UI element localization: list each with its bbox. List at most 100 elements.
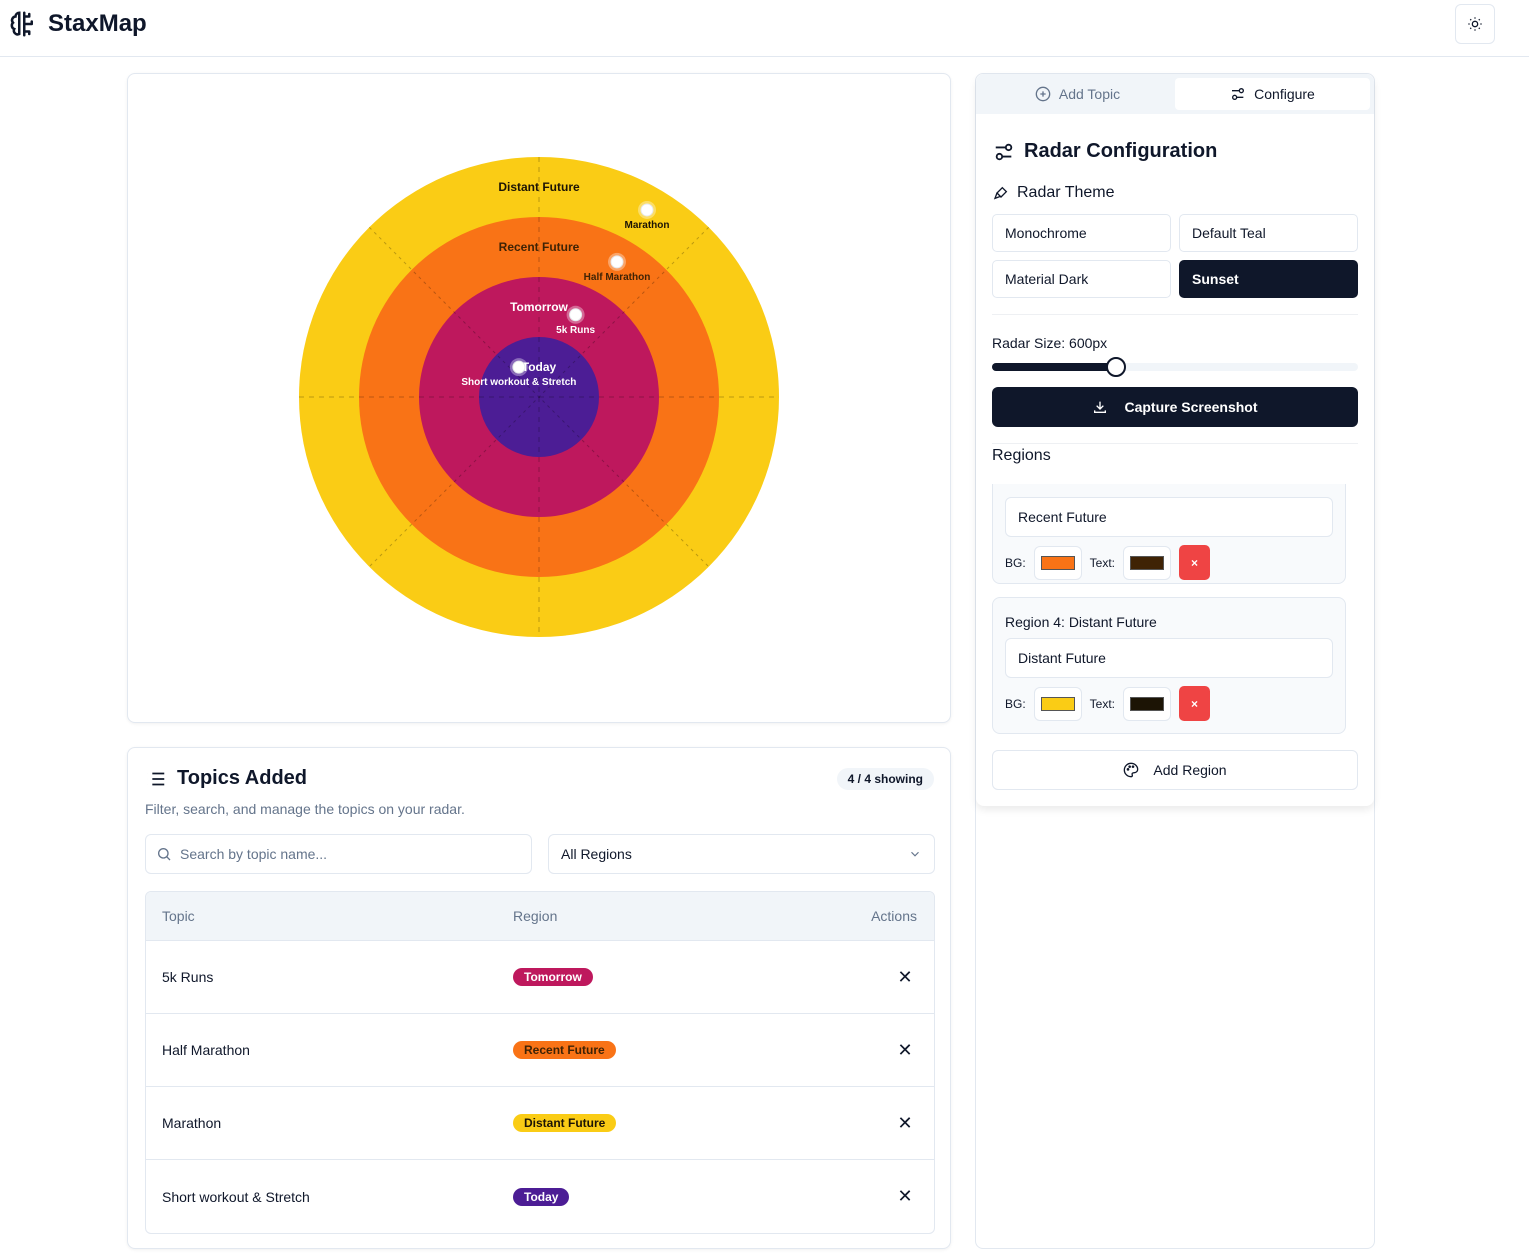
tab-add-topic-label: Add Topic [1058, 86, 1121, 102]
theme-option[interactable]: Default Teal [1179, 214, 1358, 252]
search-input[interactable] [180, 846, 510, 862]
region-card: Recent Future BG: Text: × [992, 484, 1346, 584]
side-panel: Add Topic Configure Radar Configuration … [975, 73, 1375, 1249]
region-card-header: Region 4: Distant Future [1005, 614, 1157, 630]
topic-point [512, 360, 526, 374]
radar-axis-line [368, 226, 710, 568]
radar-axis-line [368, 226, 710, 568]
topic-point-label: Half Marathon [584, 272, 651, 283]
add-region-label: Add Region [1153, 762, 1227, 778]
divider [992, 314, 1358, 315]
capture-label: Capture Screenshot [1124, 399, 1258, 415]
delete-region-button[interactable]: × [1179, 545, 1211, 580]
topic-point-label: 5k Runs [556, 325, 595, 336]
radar-region-label: Distant Future [498, 180, 580, 194]
radar-chart: Distant Future Recent Future Tomorrow Today… [299, 157, 779, 637]
topic-name: 5k Runs [162, 969, 214, 985]
theme-option[interactable]: Material Dark [992, 260, 1171, 298]
regions-list[interactable]: Recent Future BG: Text: × Region 4: Dist… [992, 484, 1352, 740]
remove-topic-button[interactable]: ✕ [897, 1039, 913, 1060]
panel-tabs: Add Topic Configure [976, 74, 1374, 114]
table-header: Topic Region Actions [146, 892, 934, 941]
region-filter-value: All Regions [561, 846, 632, 862]
theme-toggle-button[interactable] [1455, 4, 1495, 44]
tab-add-topic[interactable]: Add Topic [980, 78, 1175, 110]
region-badge: Tomorrow [513, 968, 593, 986]
region-badge: Today [513, 1187, 570, 1206]
app-header: StaxMap [0, 0, 1529, 57]
topic-name: Half Marathon [162, 1042, 250, 1058]
search-icon [158, 848, 171, 861]
topics-subtitle: Filter, search, and manage the topics on… [145, 801, 465, 817]
bg-color-picker[interactable] [1033, 545, 1082, 580]
capture-screenshot-button[interactable]: Capture Screenshot [992, 387, 1358, 427]
radar-ring-3 [479, 337, 599, 457]
showing-count-badge: 4 / 4 showing [836, 768, 934, 790]
topics-table: Topic Region Actions 5k Runs Tomorrow ✕ … [145, 891, 935, 1234]
chevron-down-icon [911, 851, 919, 857]
bg-label: BG: [1005, 555, 1026, 570]
text-label: Text: [1089, 696, 1116, 711]
radar-region-label: Today [522, 360, 557, 374]
config-title: Radar Configuration [993, 140, 1217, 163]
logo[interactable]: StaxMap [8, 9, 147, 39]
remove-topic-button[interactable]: ✕ [897, 1186, 913, 1206]
text-label: Text: [1089, 555, 1116, 570]
add-region-button[interactable]: Add Region [992, 750, 1358, 790]
column-topic: Topic [162, 908, 195, 924]
text-color-picker[interactable] [1123, 545, 1172, 580]
topic-point-label: Short workout & Stretch [461, 377, 576, 388]
theme-option[interactable]: Monochrome [992, 214, 1171, 252]
divider [992, 443, 1358, 444]
region-badge: Distant Future [513, 1114, 617, 1132]
brain-icon [10, 11, 33, 37]
sliders-icon [995, 143, 1013, 160]
remove-topic-button[interactable]: ✕ [897, 966, 913, 987]
region-filter-select[interactable]: All Regions [548, 834, 935, 874]
topics-title-text: Topics Added [177, 767, 307, 789]
sun-icon [1468, 17, 1482, 31]
topic-point-label: Marathon [625, 220, 670, 231]
plus-circle-icon [1035, 86, 1051, 102]
column-region: Region [513, 908, 558, 924]
topic-point [640, 203, 654, 217]
theme-option[interactable]: Sunset [1179, 260, 1358, 298]
search-field[interactable] [145, 834, 532, 874]
bg-color-picker[interactable] [1033, 686, 1082, 721]
radar-region-label: Tomorrow [510, 300, 568, 314]
table-row: Half Marathon Recent Future ✕ [146, 1014, 934, 1087]
tab-configure-label: Configure [1254, 86, 1315, 102]
topics-card: Topics Added 4 / 4 showing Filter, searc… [127, 747, 951, 1249]
list-icon [147, 772, 165, 785]
table-row: 5k Runs Tomorrow ✕ [146, 941, 934, 1014]
slider-thumb[interactable] [1106, 357, 1127, 377]
palette-icon [1124, 762, 1139, 778]
download-icon [1094, 401, 1107, 413]
config-title-text: Radar Configuration [1024, 140, 1218, 162]
theme-options: Monochrome Default Teal Material Dark Sunse… [992, 214, 1359, 298]
topic-name: Marathon [162, 1115, 222, 1131]
column-actions: Actions [871, 908, 917, 924]
slider-fill [992, 363, 1117, 371]
radar-size-label: Radar Size: 600px [992, 335, 1108, 351]
radar-region-label: Recent Future [499, 240, 580, 254]
region-badge: Recent Future [513, 1041, 616, 1059]
table-row: Marathon Distant Future ✕ [146, 1087, 934, 1160]
text-color-picker[interactable] [1123, 686, 1172, 721]
topic-point [569, 308, 583, 322]
theme-label: Radar Theme [993, 184, 1115, 202]
bg-label: BG: [1005, 696, 1026, 711]
remove-topic-button[interactable]: ✕ [897, 1112, 913, 1133]
table-row: Short workout & Stretch Today ✕ [146, 1160, 934, 1233]
theme-label-text: Radar Theme [1017, 184, 1115, 201]
region-name-input[interactable]: Distant Future [1005, 638, 1333, 678]
topics-title: Topics Added [145, 767, 307, 790]
topic-point [610, 255, 624, 269]
delete-region-button[interactable]: × [1179, 686, 1211, 721]
region-name-input[interactable]: Recent Future [1005, 497, 1333, 537]
radar-card: Distant Future Recent Future Tomorrow Today… [127, 73, 951, 723]
app-title: StaxMap [48, 10, 147, 37]
tab-configure[interactable]: Configure [1175, 78, 1370, 110]
sliders-icon [1232, 88, 1245, 100]
radar-size-slider[interactable] [992, 357, 1358, 377]
